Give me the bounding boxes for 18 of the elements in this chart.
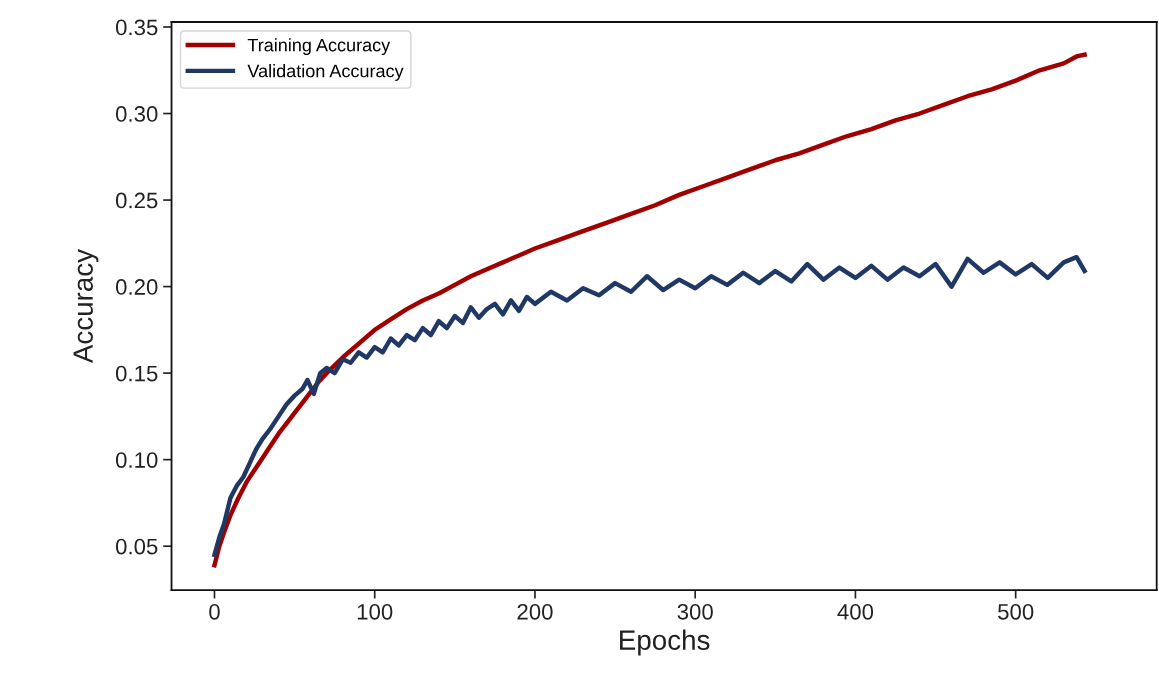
x-tick-label: 300 [677, 603, 713, 620]
x-tick-label: 200 [517, 603, 553, 620]
y-tick-label: 0.30 [115, 106, 158, 122]
x-tick-label: 0 [209, 603, 220, 620]
y-tick-label: 0.05 [115, 538, 158, 555]
legend-label: Training Accuracy [247, 38, 391, 56]
line-series [212, 254, 1087, 558]
x-tick-label: 400 [837, 603, 874, 620]
y-tick-label: 0.20 [115, 279, 158, 295]
y-tick-label: 0.15 [115, 365, 158, 382]
legend-label: Validation Accuracy [247, 64, 404, 81]
x-tick-label: 100 [357, 603, 393, 620]
y-axis-title: Accuracy [73, 248, 99, 364]
y-tick-label: 0.10 [115, 452, 158, 468]
x-axis-title: Epochs [620, 629, 710, 656]
y-tick-label: 0.25 [115, 192, 158, 209]
y-tick-label: 0.35 [115, 19, 158, 36]
x-tick-label: 500 [998, 603, 1034, 620]
